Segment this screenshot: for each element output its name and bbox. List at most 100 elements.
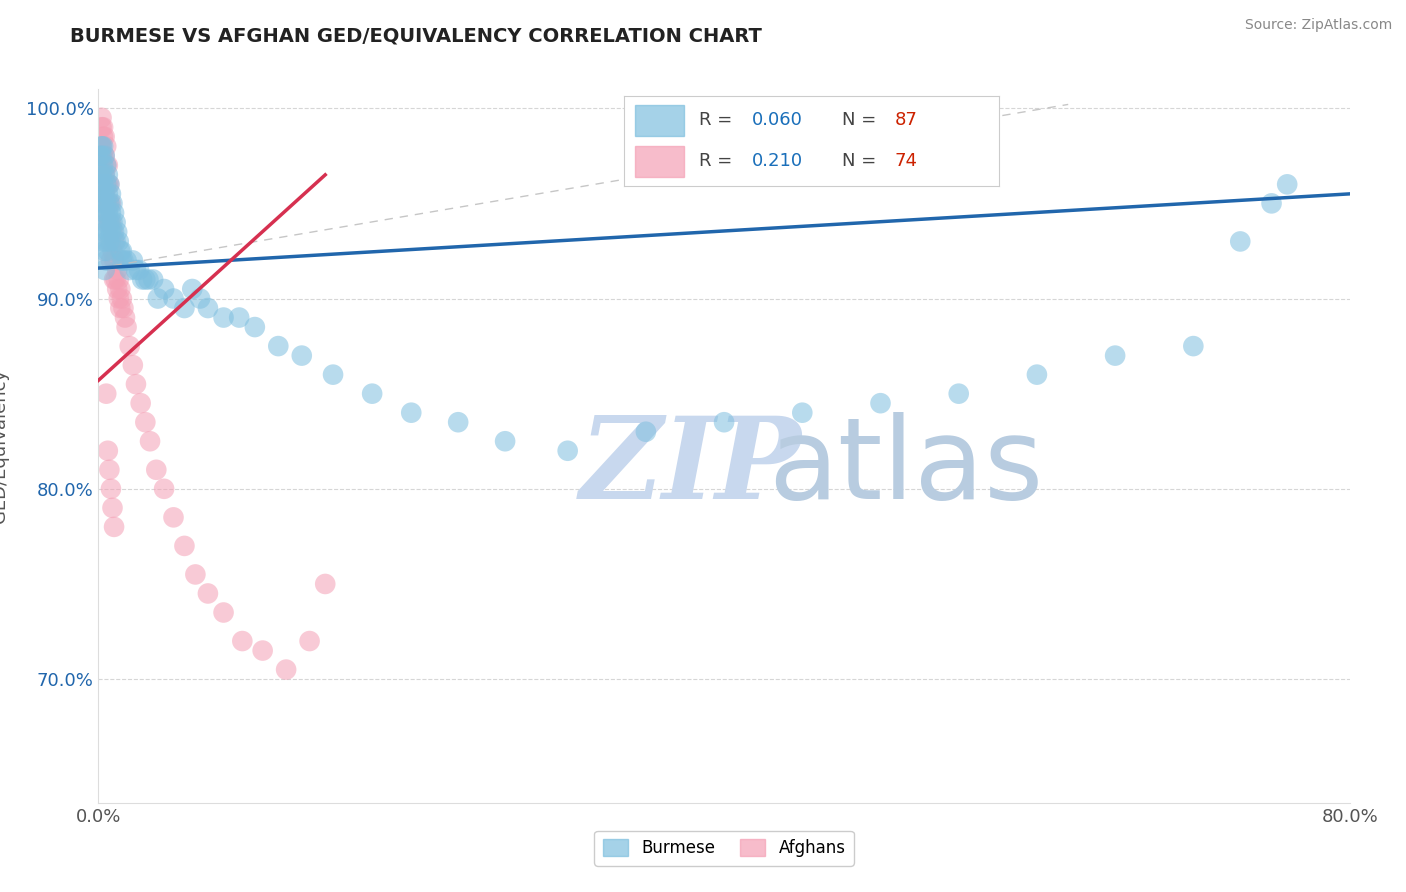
Point <box>792 406 814 420</box>
Point <box>1182 339 1205 353</box>
Point <box>100 225 122 239</box>
Point <box>145 463 167 477</box>
Point <box>90 158 112 172</box>
Point <box>93 149 115 163</box>
Point <box>125 263 148 277</box>
Point <box>93 263 115 277</box>
Point <box>184 567 207 582</box>
Point <box>96 178 118 192</box>
Text: ZIP: ZIP <box>581 412 803 523</box>
Point <box>153 482 176 496</box>
Point <box>267 339 290 353</box>
Point <box>91 149 114 163</box>
Point <box>93 186 115 201</box>
Point <box>104 215 127 229</box>
Point <box>111 292 134 306</box>
Point <box>188 292 211 306</box>
Point <box>401 406 423 420</box>
Point <box>131 272 153 286</box>
Point <box>103 253 125 268</box>
Point <box>1229 235 1251 249</box>
Point <box>111 244 134 258</box>
Point <box>90 111 112 125</box>
Point <box>118 263 141 277</box>
Point <box>107 272 129 286</box>
Point <box>96 196 118 211</box>
Y-axis label: GED/Equivalency: GED/Equivalency <box>0 369 8 523</box>
Point <box>90 139 112 153</box>
Point <box>1026 368 1049 382</box>
Point <box>90 149 112 163</box>
Point <box>114 310 136 325</box>
Point <box>104 253 127 268</box>
Point <box>97 196 120 211</box>
Point <box>90 178 112 192</box>
Point <box>274 663 298 677</box>
Point <box>101 215 124 229</box>
Point <box>134 272 156 286</box>
Point <box>97 215 120 229</box>
Point <box>91 139 114 153</box>
Point <box>107 292 129 306</box>
Point <box>103 225 125 239</box>
Point <box>314 577 336 591</box>
Point <box>91 120 114 135</box>
Point <box>447 415 470 429</box>
Legend: Burmese, Afghans: Burmese, Afghans <box>595 831 853 866</box>
Point <box>103 272 125 286</box>
Point <box>97 443 120 458</box>
Point <box>139 434 162 449</box>
Point <box>89 178 111 192</box>
Point <box>713 415 735 429</box>
Point <box>90 168 112 182</box>
Point <box>212 606 235 620</box>
Point <box>100 215 122 229</box>
Point <box>101 196 124 211</box>
Point <box>93 225 115 239</box>
Point <box>231 634 253 648</box>
Point <box>96 158 118 172</box>
Point <box>134 415 156 429</box>
Point <box>162 510 184 524</box>
Point <box>162 292 184 306</box>
Point <box>128 263 150 277</box>
Point <box>90 139 112 153</box>
Point <box>212 310 235 325</box>
Point <box>97 244 120 258</box>
Point <box>104 235 127 249</box>
Point <box>557 443 579 458</box>
Point <box>634 425 657 439</box>
Point <box>104 272 127 286</box>
Point <box>869 396 891 410</box>
Point <box>98 235 121 249</box>
Point <box>103 235 125 249</box>
Point <box>96 253 118 268</box>
Point <box>98 215 121 229</box>
Point <box>93 129 115 144</box>
Point <box>110 244 132 258</box>
Point <box>91 235 114 249</box>
Point <box>105 263 128 277</box>
Point <box>1277 178 1299 192</box>
Point <box>98 215 121 229</box>
Point <box>322 368 344 382</box>
Point <box>91 168 114 182</box>
Point <box>96 158 118 172</box>
Point <box>89 149 111 163</box>
Point <box>125 377 148 392</box>
Point <box>153 282 176 296</box>
Point <box>91 196 114 211</box>
Point <box>93 168 115 182</box>
Point <box>97 186 120 201</box>
Point <box>91 215 114 229</box>
Point <box>98 178 121 192</box>
Point <box>96 139 118 153</box>
Point <box>90 196 112 211</box>
Point <box>103 520 125 534</box>
Point <box>100 206 122 220</box>
Point <box>100 253 122 268</box>
Point <box>97 225 120 239</box>
Point <box>89 168 111 182</box>
Point <box>118 339 141 353</box>
Point <box>97 158 120 172</box>
